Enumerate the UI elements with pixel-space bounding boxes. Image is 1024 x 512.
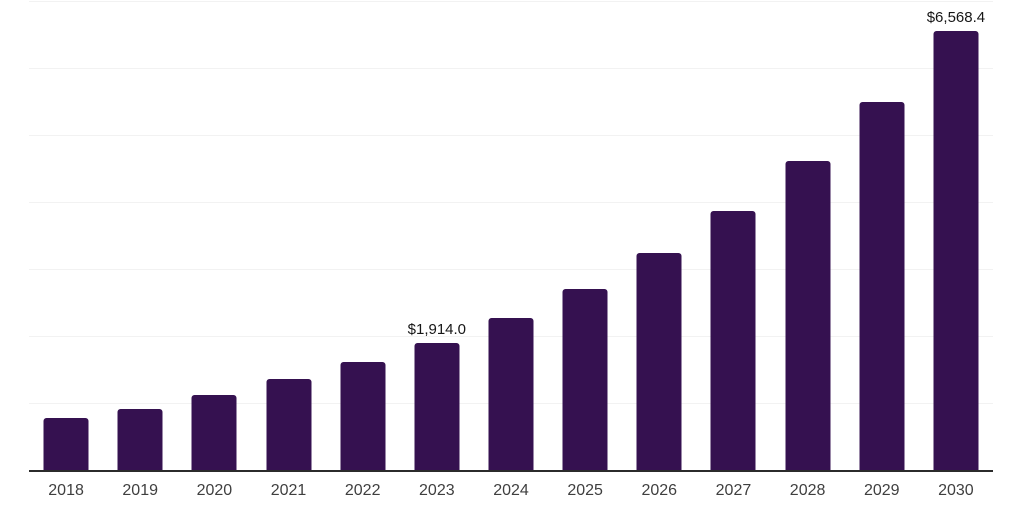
bar-slot-2018	[29, 2, 103, 471]
gridline-4000	[29, 202, 993, 203]
gridline-6000	[29, 68, 993, 69]
gridline-3000	[29, 269, 993, 270]
x-tick-label-2020: 2020	[196, 482, 233, 499]
x-tick-label-2026: 2026	[641, 482, 678, 499]
bar-2022	[340, 362, 386, 471]
bar-slot-2025	[548, 2, 622, 471]
bar-slot-2022	[326, 2, 400, 471]
x-tick-label-2023: 2023	[419, 482, 455, 499]
bar-slot-2027	[696, 2, 770, 471]
bar-slot-2021	[251, 2, 325, 471]
x-tick-label-2022: 2022	[344, 482, 381, 499]
bar-2019	[117, 409, 163, 471]
bar-2018	[43, 417, 89, 471]
x-tick-label-2025: 2025	[567, 482, 603, 499]
bar-2026	[636, 252, 682, 471]
x-tick-label-2018: 2018	[48, 482, 84, 499]
data-label-2023: $1,914.0	[407, 320, 467, 338]
x-tick-label-2027: 2027	[715, 482, 752, 499]
bar-2023	[414, 342, 460, 471]
x-tick-label-2029: 2029	[863, 482, 900, 499]
bar-slot-2030: $6,568.4	[919, 2, 993, 471]
bar-2028	[785, 161, 831, 471]
bar-slot-2019	[103, 2, 177, 471]
data-label-2030: $6,568.4	[926, 8, 986, 26]
bar-2021	[266, 379, 312, 471]
bar-slot-2024	[474, 2, 548, 471]
bar-slot-2020	[177, 2, 251, 471]
x-tick-label-2030: 2030	[938, 482, 974, 499]
x-tick-label-2024: 2024	[493, 482, 529, 499]
bar-slot-2028	[771, 2, 845, 471]
x-axis-tick-labels: 2018 2019 2020 2021 2022 2023 2024 2025 2026 2027…	[29, 481, 993, 503]
bar-slot-2029	[845, 2, 919, 471]
bar-2029	[859, 102, 905, 471]
x-tick-label-2028: 2028	[789, 482, 826, 499]
x-tick-label-2019: 2019	[122, 482, 158, 499]
bar-2030	[933, 30, 979, 471]
bar-2025	[562, 288, 608, 471]
gridline-7000	[29, 1, 993, 2]
gridline-5000	[29, 135, 993, 136]
bar-2027	[710, 211, 756, 471]
x-axis-line	[29, 470, 993, 472]
bar-slot-2026	[622, 2, 696, 471]
bar-2020	[191, 394, 237, 471]
bar-slot-2023: $1,914.0	[400, 2, 474, 471]
x-tick-label-2021: 2021	[270, 482, 307, 499]
plot-area: $1,914.0 $6,568.4	[29, 1, 993, 472]
bar-2024	[488, 317, 534, 471]
